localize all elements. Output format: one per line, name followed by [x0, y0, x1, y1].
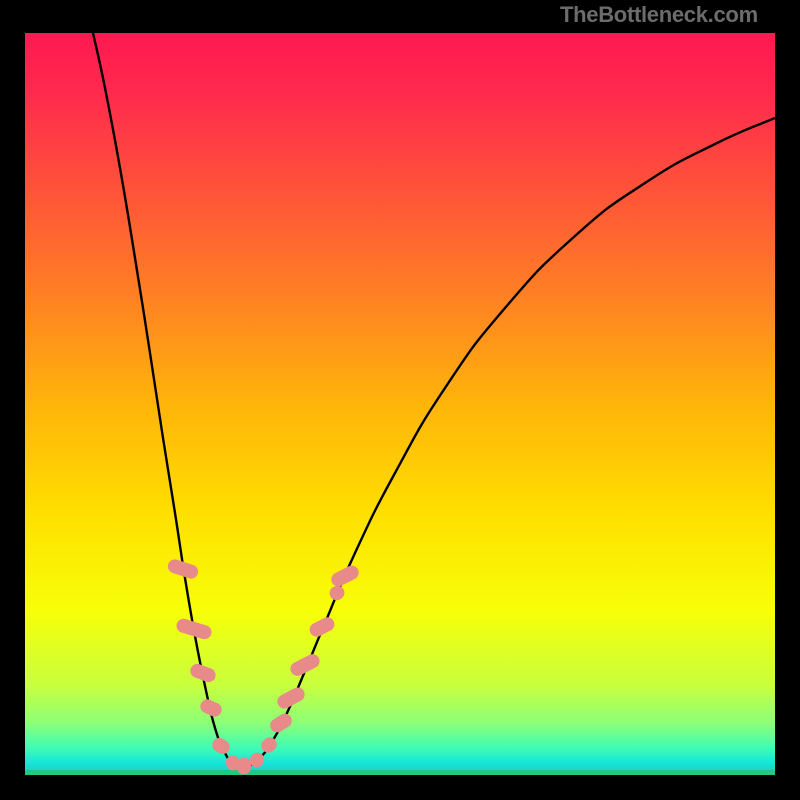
chart-container: TheBottleneck.com: [0, 0, 800, 800]
data-marker: [308, 616, 336, 639]
curve-layer: [25, 33, 775, 775]
curve-right-branch: [241, 118, 775, 767]
data-marker: [210, 736, 231, 756]
data-marker: [268, 712, 294, 735]
watermark-text: TheBottleneck.com: [560, 2, 758, 28]
data-marker: [189, 663, 217, 684]
data-marker: [259, 735, 279, 755]
data-marker: [199, 698, 223, 718]
data-marker: [330, 564, 361, 588]
curve-left-branch: [93, 33, 241, 767]
data-marker: [328, 584, 346, 602]
plot-area: [25, 33, 775, 775]
baseline-band: [25, 770, 775, 775]
